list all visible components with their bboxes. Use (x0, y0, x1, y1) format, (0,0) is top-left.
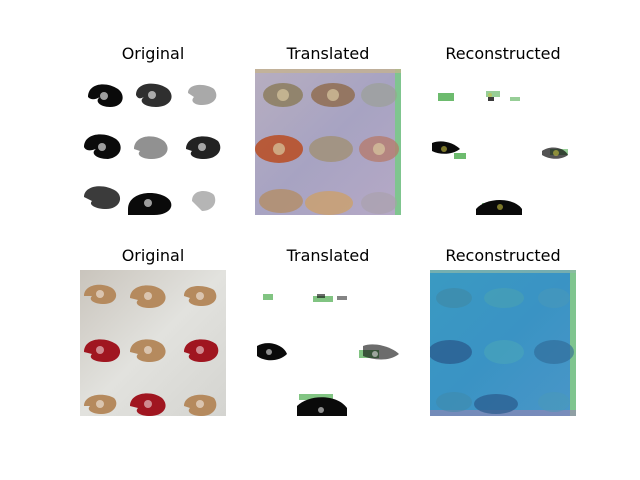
row1-original-title: Original (121, 44, 185, 63)
row1-reconstructed-title: Reconstructed (445, 44, 561, 63)
row2-reconstructed-image (430, 270, 576, 416)
row1-translated-title: Translated (286, 44, 370, 63)
row1-reconstructed-image (430, 69, 576, 215)
row1-translated-image (255, 69, 401, 215)
row2-translated-title: Translated (286, 246, 370, 265)
row1-original-image (80, 69, 226, 215)
row2-original-title: Original (121, 246, 185, 265)
row2-reconstructed-title: Reconstructed (445, 246, 561, 265)
row2-original-image (80, 270, 226, 416)
row2-translated-image (255, 270, 401, 416)
